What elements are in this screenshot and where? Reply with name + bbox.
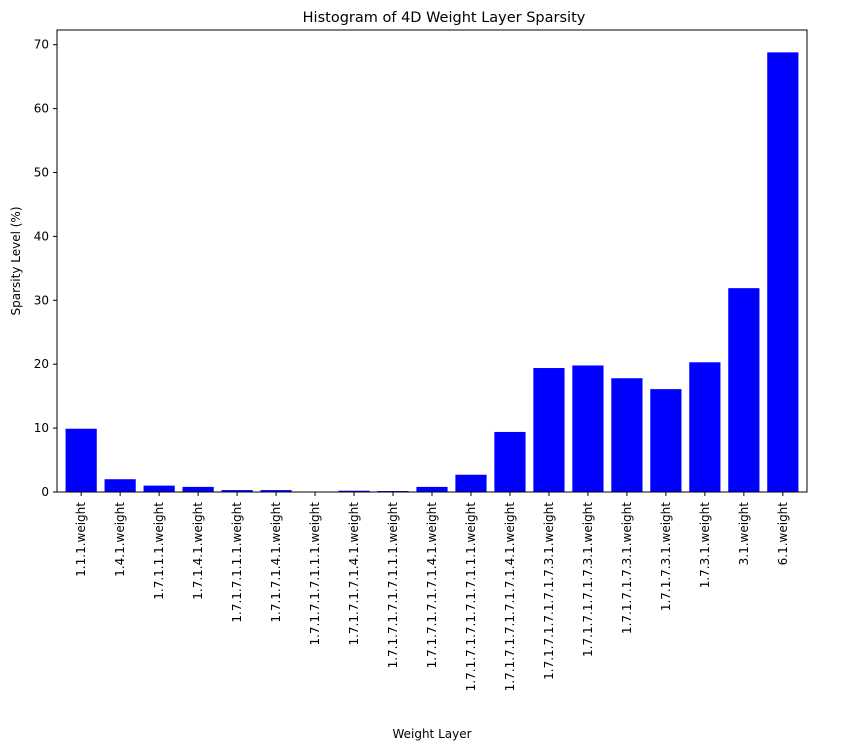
bar-3	[143, 485, 175, 492]
x-tick-label: 1.7.1.7.1.7.1.4.1.weight	[347, 502, 361, 646]
x-tick-label: 1.7.1.7.1.7.1.7.3.1.weight	[581, 502, 595, 657]
x-tick-label: 3.1.weight	[737, 502, 751, 566]
bar-16	[650, 389, 682, 492]
x-tick-label: 1.7.1.7.3.1.weight	[659, 502, 673, 611]
bar-4	[182, 486, 214, 492]
x-axis: 1.1.1.weight 1.4.1.weight 1.7.1.1.1.weight…	[74, 492, 790, 691]
bar-2	[104, 479, 136, 492]
y-tick-label: 40	[34, 229, 49, 243]
bar-13	[533, 368, 565, 492]
x-tick-label: 1.4.1.weight	[113, 502, 127, 577]
x-tick-label: 1.7.1.7.1.7.1.7.1.1.1.weight	[386, 502, 400, 669]
bar-15	[611, 378, 643, 492]
x-tick-label: 1.7.1.7.1.7.3.1.weight	[620, 502, 634, 634]
bar-5	[221, 490, 253, 492]
x-tick-label: 1.7.1.1.1.weight	[152, 502, 166, 600]
chart-title: Histogram of 4D Weight Layer Sparsity	[303, 10, 586, 26]
x-axis-label: Weight Layer	[392, 727, 471, 741]
x-tick-label: 1.7.1.7.1.7.1.7.1.7.1.4.1.weight	[503, 502, 517, 692]
plot-frame	[56, 29, 808, 493]
y-axis-label: Sparsity Level (%)	[9, 207, 23, 316]
x-tick-label: 1.7.1.7.1.7.1.7.1.4.1.weight	[425, 502, 439, 669]
x-tick-label: 1.7.1.7.1.4.1.weight	[269, 502, 283, 623]
x-tick-label: 6.1.weight	[776, 502, 790, 566]
bar-14	[572, 365, 604, 492]
bar-1	[65, 428, 97, 492]
x-tick-label: 1.7.1.7.1.7.1.1.1.weight	[308, 502, 322, 646]
bar-11	[455, 474, 487, 492]
x-tick-label: 1.1.1.weight	[74, 502, 88, 577]
x-tick-label: 1.7.3.1.weight	[698, 502, 712, 589]
y-axis: 0 10 20 30 40 50 60 70	[34, 38, 57, 499]
x-tick-label: 1.7.1.4.1.weight	[191, 502, 205, 600]
y-tick-label: 60	[34, 102, 49, 116]
y-tick-label: 70	[34, 38, 49, 52]
bar-6	[260, 490, 292, 492]
x-tick-label: 1.7.1.7.1.7.1.7.1.7.1.1.1.weight	[464, 502, 478, 692]
x-tick-label: 1.7.1.7.1.7.1.7.1.7.3.1.weight	[542, 502, 556, 680]
y-tick-label: 30	[34, 293, 49, 307]
y-tick-label: 0	[41, 485, 49, 499]
bar-12	[494, 431, 526, 492]
bar-8	[338, 490, 370, 492]
y-tick-label: 50	[34, 165, 49, 179]
bar-18	[728, 288, 760, 492]
y-tick-label: 20	[34, 357, 49, 371]
bar-10	[416, 486, 448, 492]
x-tick-label: 1.7.1.7.1.1.1.weight	[230, 502, 244, 623]
bars-group	[65, 52, 799, 493]
y-tick-label: 10	[34, 421, 49, 435]
bar-17	[689, 362, 721, 492]
bar-19	[767, 52, 799, 493]
